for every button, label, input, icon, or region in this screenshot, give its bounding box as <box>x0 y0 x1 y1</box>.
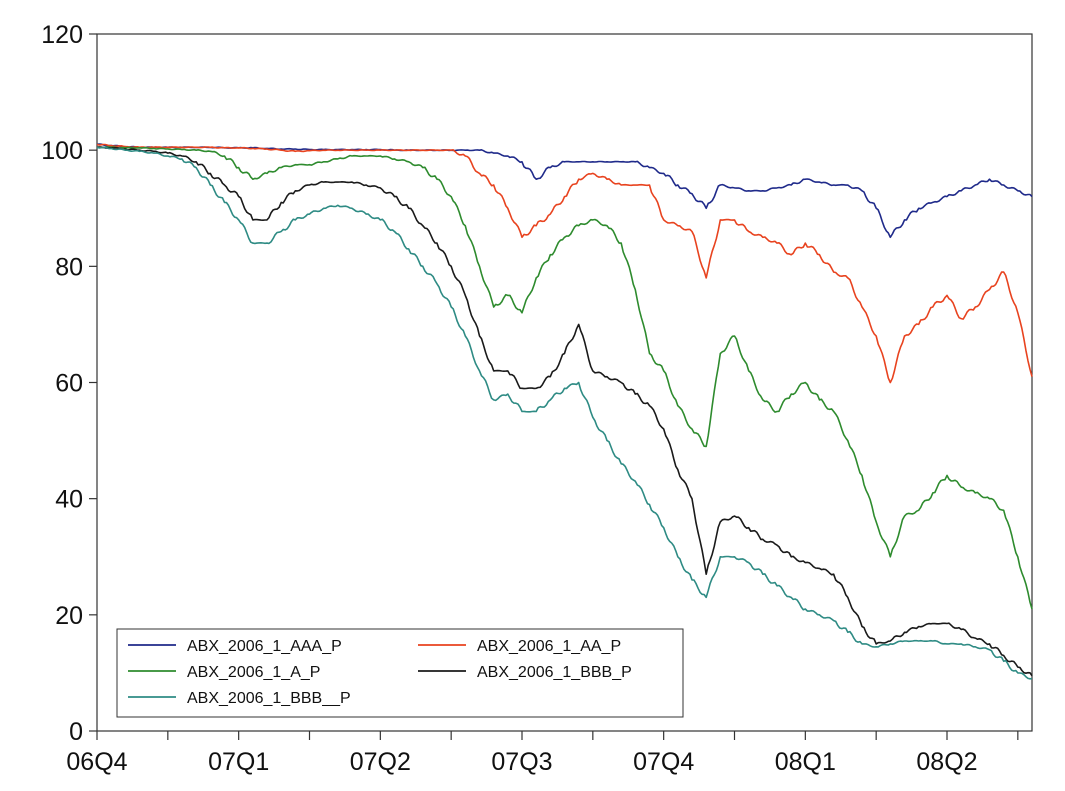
legend-label: ABX_2006_1_AAA_P <box>187 638 342 655</box>
y-tick-label: 0 <box>69 718 83 746</box>
legend-label: ABX_2006_1_BBB_P <box>477 664 632 681</box>
y-tick-label: 20 <box>55 602 83 630</box>
legend-label: ABX_2006_1_AA_P <box>477 638 621 655</box>
y-tick-label: 60 <box>55 370 83 398</box>
series-line-abx-2006-1-a-p <box>96 146 1033 610</box>
y-tick-label: 100 <box>41 137 83 165</box>
legend-label: ABX_2006_1_A_P <box>187 664 320 681</box>
x-tick-label: 08Q1 <box>775 748 836 776</box>
x-tick-label: 06Q4 <box>66 748 127 776</box>
x-tick-label: 07Q3 <box>491 748 552 776</box>
x-axis: 06Q4 07Q1 07Q2 07Q3 07Q4 08Q1 08Q2 <box>66 731 1019 776</box>
series-line-abx-2006-1-aa-p <box>96 143 1033 384</box>
legend: ABX_2006_1_AAA_P ABX_2006_1_AA_P ABX_2006_… <box>116 628 684 718</box>
series-line-abx-2006-1-aaa-p <box>96 143 1033 239</box>
x-tick-label: 08Q2 <box>916 748 977 776</box>
series-line-abx-2006-1-bbb-p <box>96 146 1033 680</box>
y-tick-label: 80 <box>55 253 83 281</box>
x-tick-label: 07Q1 <box>208 748 269 776</box>
plot-area-frame <box>96 33 1033 732</box>
legend-label: ABX_2006_1_BBB__P <box>187 690 351 707</box>
y-tick-label: 40 <box>55 486 83 514</box>
x-tick-label: 07Q4 <box>633 748 694 776</box>
series-group <box>96 143 1033 680</box>
y-axis: 0 20 40 60 80 100 120 <box>41 21 97 746</box>
series-line-abx-2006-1-bbb-p <box>96 146 1033 677</box>
y-tick-label: 120 <box>41 21 83 49</box>
legend-box <box>116 628 684 718</box>
x-tick-label: 07Q2 <box>350 748 411 776</box>
